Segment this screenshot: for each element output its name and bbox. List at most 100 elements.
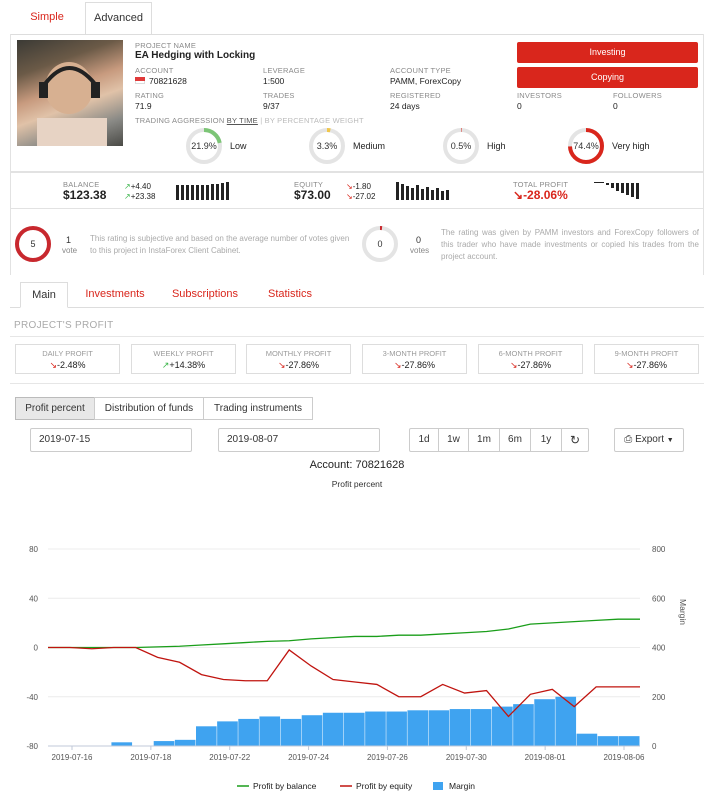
margin-bar: [470, 709, 492, 746]
x-tick-label: 2019-07-18: [130, 753, 171, 762]
margin-bar: [280, 718, 302, 746]
total-profit-sparkbars-icon: [594, 182, 639, 199]
project-name: EA Hedging with Locking: [135, 50, 256, 61]
range-1d-button[interactable]: 1d: [409, 428, 439, 452]
x-tick-label: 2019-07-30: [446, 753, 487, 762]
total-profit-value: ↘-28.06%: [513, 188, 568, 202]
metric-value: ↘-27.86%: [509, 360, 552, 370]
aggression-value: 3.3%: [316, 141, 338, 151]
chart-tab-instruments[interactable]: Trading instruments: [203, 397, 313, 420]
x-tick-label: 2019-07-26: [367, 753, 408, 762]
margin-bar: [365, 711, 386, 746]
equity-value: $73.00: [294, 188, 331, 202]
rating-panel: [10, 209, 704, 275]
legend-label[interactable]: Margin: [449, 781, 475, 791]
balance-change-2: ↗+23.38: [124, 192, 156, 201]
y-tick-label: -80: [26, 742, 38, 751]
legend-label[interactable]: Profit by balance: [253, 781, 317, 791]
user-rating-ring: 5: [13, 224, 53, 264]
margin-bar: [492, 706, 513, 746]
y-right-tick-label: 400: [652, 644, 666, 653]
rating-label: RATING: [135, 91, 164, 100]
margin-bar: [111, 742, 133, 746]
equity-line: [48, 646, 640, 718]
margin-bar: [555, 696, 577, 746]
tab-main[interactable]: Main: [20, 282, 68, 308]
date-from-input[interactable]: 2019-07-15: [30, 428, 192, 452]
avatar-photo-icon: [37, 62, 107, 146]
metric-6-month-profit: 6-MONTH PROFIT ↘-27.86%: [478, 344, 583, 374]
export-button[interactable]: ⎙ Export ▼: [614, 428, 684, 452]
metric-value: ↘-27.86%: [393, 360, 436, 370]
aggression-label: Low: [230, 141, 247, 151]
chart-title: Account: 70821628: [310, 459, 405, 471]
down-arrow-icon: ↘: [49, 360, 57, 370]
range-6m-button[interactable]: 6m: [499, 428, 531, 452]
investors-value: 0: [517, 101, 522, 111]
margin-bar: [238, 718, 259, 746]
x-tick-label: 2019-08-01: [525, 753, 566, 762]
metric-value: ↘-27.86%: [625, 360, 668, 370]
metric-label: WEEKLY PROFIT: [153, 349, 214, 358]
account-label: ACCOUNT: [135, 66, 174, 75]
up-arrow-icon: ↗: [161, 360, 170, 370]
tabs-divider: [10, 34, 704, 35]
investing-button[interactable]: Investing: [517, 42, 698, 63]
tab-subscriptions[interactable]: Subscriptions: [171, 288, 239, 300]
down-arrow-icon: ↘: [393, 360, 402, 370]
investor-rating-votes: 0: [416, 235, 422, 245]
y-tick-label: 80: [29, 545, 38, 554]
profit-section-title: PROJECT'S PROFIT: [14, 320, 114, 331]
metric-label: 6-MONTH PROFIT: [498, 349, 563, 358]
margin-bar: [196, 726, 217, 746]
date-to-input[interactable]: 2019-08-07: [218, 428, 380, 452]
aggression-title-text: TRADING AGGRESSION: [135, 116, 225, 125]
investor-rating-ring: 0: [360, 224, 400, 264]
aggression-value: 0.5%: [450, 141, 472, 151]
account-number: 70821628: [149, 76, 187, 86]
aggression-by-weight-link[interactable]: | BY PERCENTAGE WEIGHT: [260, 116, 364, 125]
reset-icon[interactable]: ↻: [561, 428, 589, 452]
equity-sparkbars-icon: [396, 182, 449, 200]
legend-label[interactable]: Profit by equity: [356, 781, 413, 791]
down-arrow-icon: ↘: [509, 360, 518, 370]
user-rating-value: 5: [30, 239, 36, 249]
project-name-label: PROJECT NAME: [135, 41, 197, 50]
metric-value: ↗+14.38%: [161, 360, 206, 370]
investor-rating-value: 0: [377, 239, 383, 249]
balance-label: BALANCE: [63, 180, 100, 189]
investors-label: INVESTORS: [517, 91, 563, 100]
tab-investments[interactable]: Investments: [85, 288, 145, 300]
trades-value: 9/37: [263, 101, 280, 111]
profit-section-divider: [10, 336, 704, 337]
tab-advanced[interactable]: Advanced: [85, 2, 152, 35]
chart-subtitle: Profit percent: [332, 479, 383, 489]
aggression-by-time-link[interactable]: BY TIME: [226, 116, 258, 125]
metric-monthly-profit: MONTHLY PROFIT ↘-27.86%: [246, 344, 351, 374]
y-right-tick-label: 0: [652, 742, 657, 751]
margin-bar: [344, 712, 365, 746]
chart-tab-distribution[interactable]: Distribution of funds: [94, 397, 204, 420]
margin-bar: [618, 736, 640, 746]
equity-change-2: ↘-27.02: [346, 192, 376, 201]
stats-panel: [10, 172, 704, 209]
x-tick-label: 2019-08-06: [604, 753, 645, 762]
avatar: [17, 40, 123, 146]
margin-bar: [428, 710, 450, 746]
margin-bar: [386, 711, 407, 746]
chart-tab-profit-percent[interactable]: Profit percent: [15, 397, 95, 420]
margin-bar: [301, 715, 323, 746]
legend-swatch: [433, 782, 443, 790]
tab-statistics[interactable]: Statistics: [267, 288, 312, 300]
range-1w-button[interactable]: 1w: [438, 428, 469, 452]
copying-button[interactable]: Copying: [517, 67, 698, 88]
tab-simple[interactable]: Simple: [30, 11, 64, 23]
user-rating-votes-unit: vote: [62, 246, 78, 255]
range-1y-button[interactable]: 1y: [530, 428, 562, 452]
x-tick-label: 2019-07-22: [209, 753, 250, 762]
account-type-value: PAMM, ForexCopy: [390, 76, 462, 86]
project-panel: [10, 34, 704, 172]
range-1m-button[interactable]: 1m: [468, 428, 500, 452]
followers-label: FOLLOWERS: [613, 91, 662, 100]
metric-weekly-profit: WEEKLY PROFIT ↗+14.38%: [131, 344, 236, 374]
